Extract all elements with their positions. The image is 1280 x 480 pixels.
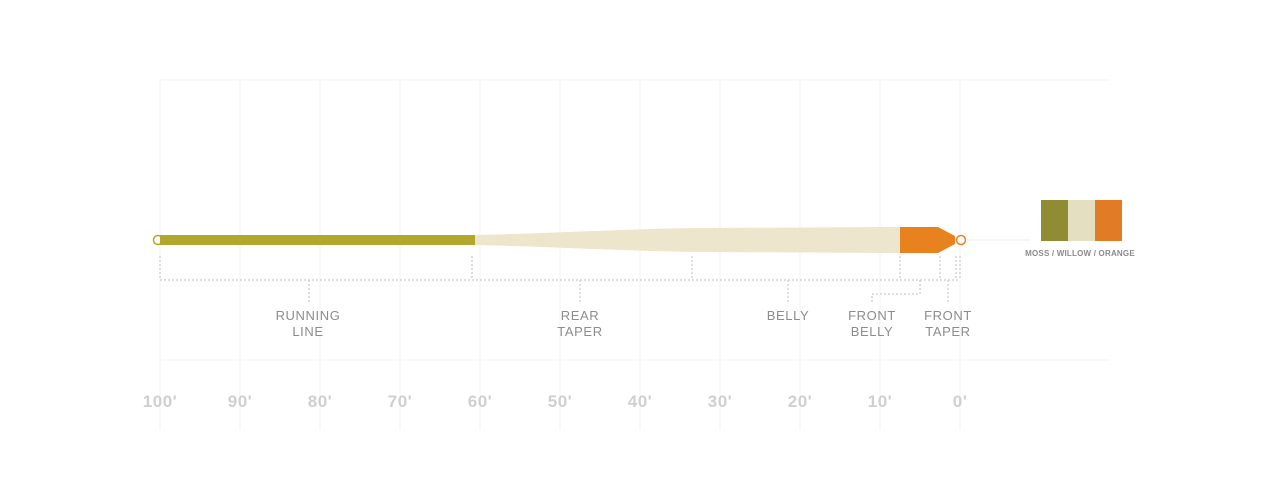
section-label-belly: BELLY <box>767 308 810 324</box>
color-swatch-willow <box>1068 200 1095 241</box>
color-swatch-orange <box>1095 200 1122 241</box>
scale-tick-label: 20' <box>787 392 813 411</box>
front-tip-segment <box>900 227 955 253</box>
section-label-line2: TAPER <box>925 324 971 339</box>
running-line-segment <box>160 235 475 245</box>
section-brackets <box>159 256 961 304</box>
section-label-rear-taper: REAR TAPER <box>557 308 602 340</box>
section-label-line1: RUNNING <box>275 308 341 323</box>
front-loop <box>955 234 967 246</box>
scale-tick-label: 60' <box>467 392 493 411</box>
color-caption: MOSS / WILLOW / ORANGE <box>1025 249 1135 258</box>
section-label-line1: REAR <box>560 308 600 323</box>
section-label-line1: FRONT <box>924 308 972 323</box>
taper-belly-segment <box>475 227 900 253</box>
background-grid <box>159 79 1110 430</box>
scale-tick-label: 70' <box>387 392 413 411</box>
section-label-running-line: RUNNING LINE <box>276 308 341 340</box>
section-label-front-taper: FRONT TAPER <box>924 308 972 340</box>
section-label-line2: BELLY <box>850 324 894 339</box>
rear-loop <box>152 234 164 246</box>
scale-tick-label: 100' <box>142 392 178 411</box>
section-label-line1: BELLY <box>766 308 810 323</box>
scale-tick-label: 80' <box>307 392 333 411</box>
scale-tick-label: 30' <box>707 392 733 411</box>
section-label-line2: LINE <box>292 324 324 339</box>
scale-tick-label: 50' <box>547 392 573 411</box>
scale-tick-label: 0' <box>952 392 968 411</box>
section-label-front-belly: FRONT BELLY <box>848 308 896 340</box>
scale-tick-label: 10' <box>867 392 893 411</box>
section-label-line2: TAPER <box>557 324 603 339</box>
section-label-line1: FRONT <box>848 308 896 323</box>
scale-tick-label: 40' <box>627 392 653 411</box>
color-swatch-moss <box>1041 200 1068 241</box>
scale-tick-label: 90' <box>227 392 253 411</box>
